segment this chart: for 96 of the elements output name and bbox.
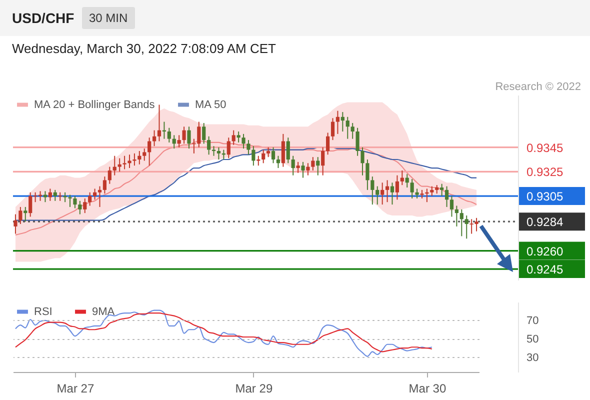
- candlestick: [78, 200, 82, 215]
- chart-title: USD/CHF: [12, 10, 74, 26]
- chart-subtitle: Wednesday, March 30, 2022 7:08:09 AM CET: [12, 41, 276, 56]
- candlestick: [232, 130, 236, 146]
- candlestick: [410, 178, 414, 199]
- candlestick: [316, 156, 320, 176]
- candlestick: [336, 110, 340, 134]
- candlestick: [360, 146, 364, 176]
- y-tick-label: 0.9305: [526, 190, 564, 204]
- candlestick: [167, 127, 171, 143]
- candlestick: [172, 134, 176, 150]
- candlestick: [340, 112, 344, 132]
- candlestick: [281, 133, 285, 168]
- candlestick: [88, 192, 92, 206]
- candlestick: [271, 146, 276, 164]
- candlestick: [321, 146, 325, 176]
- candlestick: [356, 127, 360, 156]
- y-tick-label: 0.9284: [526, 215, 564, 230]
- candlestick: [385, 180, 390, 203]
- candlestick: [242, 133, 246, 150]
- candlestick: [73, 196, 77, 209]
- candlestick: [370, 176, 374, 206]
- candlestick: [102, 176, 107, 194]
- candlestick: [236, 131, 240, 143]
- candlestick: [395, 174, 399, 200]
- y-tick-label: 0.9325: [526, 165, 564, 180]
- candlestick: [400, 170, 404, 186]
- candlestick: [291, 155, 295, 176]
- candlestick: [346, 116, 350, 140]
- candlestick: [108, 166, 112, 184]
- candlestick: [112, 155, 116, 176]
- candlestick: [444, 186, 449, 208]
- x-tick-label: Mar 30: [408, 382, 446, 396]
- candlestick: [464, 214, 468, 240]
- candlestick: [306, 162, 310, 176]
- candlestick: [128, 154, 132, 169]
- y-tick-label: 0.9245: [526, 262, 564, 277]
- candlestick: [311, 156, 315, 171]
- legend-label: MA 50: [195, 98, 226, 111]
- candlestick: [148, 137, 152, 166]
- candlestick: [182, 126, 186, 144]
- candlestick: [202, 122, 206, 144]
- candlestick: [83, 198, 87, 214]
- candlestick: [380, 182, 384, 206]
- candlestick: [48, 188, 52, 202]
- candlestick: [24, 206, 28, 222]
- x-tick-label: Mar 27: [56, 382, 94, 396]
- y-tick-label: 0.9345: [526, 140, 564, 155]
- x-tick-label: Mar 29: [235, 382, 273, 396]
- text: 30 MIN: [82, 7, 135, 29]
- candlestick: [376, 186, 380, 206]
- candlestick: [454, 205, 458, 227]
- candlestick: [450, 196, 454, 218]
- y-tick-label: 50: [526, 333, 539, 346]
- candlestick: [118, 158, 122, 172]
- candlestick: [18, 206, 22, 225]
- candlestick: [296, 161, 300, 174]
- candlestick: [301, 161, 305, 178]
- candlestick: [122, 155, 126, 170]
- candlestick: [14, 214, 18, 234]
- candlestick: [415, 188, 419, 199]
- candlestick: [246, 140, 250, 156]
- candlestick: [276, 155, 280, 169]
- legend-label: MA 20 + Bollinger Bands: [34, 98, 156, 111]
- candlestick: [152, 130, 156, 147]
- candlestick: [405, 174, 409, 188]
- candlestick: [266, 146, 270, 158]
- legend-label: 9MA: [92, 306, 116, 318]
- candlestick: [262, 149, 266, 164]
- candlestick: [326, 132, 330, 156]
- candlestick: [157, 104, 162, 142]
- y-tick-label: 30: [526, 352, 539, 364]
- candlestick: [366, 159, 370, 190]
- candlestick: [350, 122, 354, 140]
- candlestick: [286, 137, 290, 164]
- text: Research © 2022: [495, 81, 581, 93]
- candlestick: [93, 188, 97, 200]
- candlestick: [98, 186, 102, 208]
- candlestick: [68, 194, 72, 208]
- candlestick: [430, 186, 434, 197]
- y-tick-label: 70: [526, 314, 539, 327]
- candlestick: [330, 118, 335, 141]
- candlestick: [142, 148, 146, 162]
- candlestick: [138, 150, 142, 165]
- candlestick: [226, 137, 230, 159]
- candlestick: [390, 182, 394, 206]
- candlestick: [53, 189, 57, 202]
- candlestick: [252, 146, 256, 166]
- candlestick: [440, 183, 444, 197]
- y-tick-label: 0.9260: [526, 244, 564, 258]
- candlestick: [187, 126, 191, 150]
- candlestick: [216, 146, 221, 160]
- legend-label: RSI: [34, 306, 52, 318]
- candlestick: [177, 134, 181, 148]
- candlestick: [207, 136, 211, 156]
- candlestick: [460, 208, 464, 237]
